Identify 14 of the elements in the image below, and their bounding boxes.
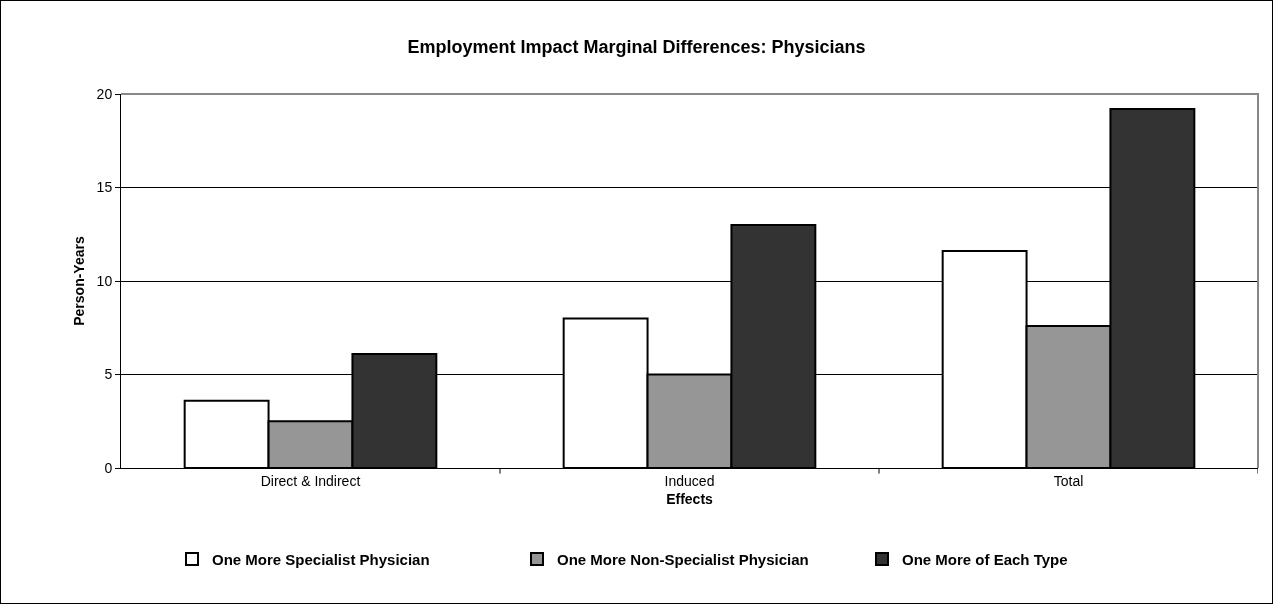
y-tick-label: 10 xyxy=(96,272,113,289)
x-tick-label: Total xyxy=(1053,472,1084,489)
legend-label: One More Specialist Physician xyxy=(212,550,430,568)
y-axis-title: Person-Years xyxy=(71,236,88,326)
legend-label: One More Non-Specialist Physician xyxy=(557,550,809,568)
y-tick-label: 0 xyxy=(104,459,113,476)
x-tick-label: Direct & Indirect xyxy=(260,472,361,489)
y-tick-label: 5 xyxy=(104,366,113,383)
chart-title: Employment Impact Marginal Differences: Physicians xyxy=(407,36,866,57)
x-axis-title: Effects xyxy=(666,491,714,508)
x-tick-label: Induced xyxy=(664,472,715,489)
y-tick-label: 20 xyxy=(96,85,113,102)
y-tick-label: 15 xyxy=(96,179,113,196)
legend-label: One More of Each Type xyxy=(902,550,1068,568)
